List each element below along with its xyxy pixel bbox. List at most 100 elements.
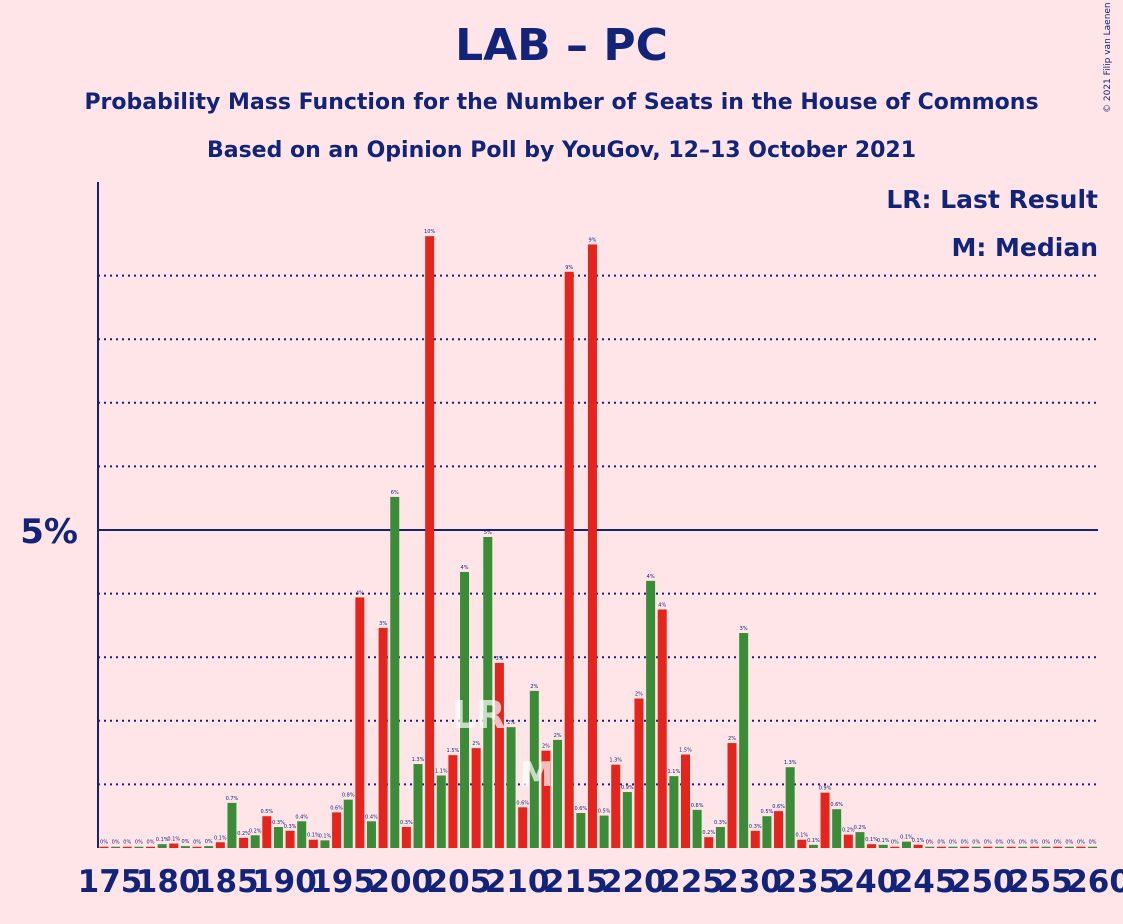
bar-seat-252 xyxy=(995,846,1005,848)
bar-value-label: 0% xyxy=(1007,840,1015,846)
median-marker: M xyxy=(519,755,553,795)
bar-seat-216 xyxy=(576,813,586,848)
bar-seat-249 xyxy=(960,846,970,848)
bar-value-label: 0% xyxy=(926,840,934,846)
bar-value-label: 0% xyxy=(937,840,945,846)
bar-value-label: 10% xyxy=(424,229,435,235)
bar-value-label: 9% xyxy=(588,237,596,243)
bar-value-label: 0.8% xyxy=(342,793,355,799)
bar-seat-239 xyxy=(843,834,853,848)
bar-seat-233 xyxy=(774,811,784,848)
bar-value-label: 0% xyxy=(972,840,980,846)
bar-value-label: 0.3% xyxy=(400,820,413,826)
bar-value-label: 2% xyxy=(530,684,538,690)
bar-value-label: 0.2% xyxy=(854,825,867,831)
bar-seat-203 xyxy=(425,236,435,849)
bar-value-label: 0% xyxy=(100,840,108,846)
bar-seat-198 xyxy=(366,821,376,848)
bar-value-label: 2% xyxy=(472,741,480,747)
bar-value-label: 9% xyxy=(565,265,573,271)
x-tick-label: 205 xyxy=(427,864,492,900)
bar-seat-183 xyxy=(192,846,202,848)
bar-seat-195 xyxy=(332,812,342,848)
bar-value-label: 0% xyxy=(1042,840,1050,846)
bar-value-label: 1.5% xyxy=(447,748,460,754)
bar-seat-228 xyxy=(715,827,725,848)
bar-value-label: 0.2% xyxy=(702,830,715,836)
bar-value-label: 0.5% xyxy=(761,809,774,815)
bar-value-label: 0.1% xyxy=(807,838,820,844)
x-tick-label: 245 xyxy=(892,864,957,900)
chart-subtitle-1: Probability Mass Function for the Number… xyxy=(84,90,1039,115)
bar-value-label: 0.9% xyxy=(819,786,832,792)
bar-value-label: 0% xyxy=(1077,840,1085,846)
bar-seat-181 xyxy=(169,843,179,848)
bar-seat-221 xyxy=(634,698,644,848)
bar-value-label: 0% xyxy=(1089,840,1097,846)
bar-seat-258 xyxy=(1064,846,1074,848)
bar-value-label: 0.1% xyxy=(307,833,320,839)
bar-value-label: 2% xyxy=(554,733,562,739)
bar-seat-182 xyxy=(180,846,190,848)
bar-value-label: 0.1% xyxy=(156,837,169,843)
bar-value-label: 0.1% xyxy=(912,838,925,844)
bar-value-label: 0% xyxy=(996,840,1004,846)
bar-seat-220 xyxy=(622,792,632,848)
bar-value-label: 0.1% xyxy=(167,837,180,843)
bar-value-label: 0.5% xyxy=(260,809,273,815)
x-tick-label: 225 xyxy=(659,864,724,900)
bar-seat-238 xyxy=(832,809,842,848)
bar-value-label: 4% xyxy=(647,574,655,580)
bar-value-label: 3% xyxy=(740,626,748,632)
bar-seat-191 xyxy=(285,830,295,848)
bar-value-label: 0.1% xyxy=(319,833,332,839)
bar-seat-199 xyxy=(378,627,388,848)
bar-seat-260 xyxy=(1088,846,1098,848)
x-tick-label: 235 xyxy=(775,864,840,900)
bar-seat-201 xyxy=(401,827,411,848)
bar-seat-236 xyxy=(808,844,818,848)
bar-seat-209 xyxy=(494,662,504,848)
bar-seat-180 xyxy=(157,844,167,848)
bar-value-label: 0% xyxy=(1019,840,1027,846)
bar-value-label: 1.3% xyxy=(412,757,425,763)
bar-seat-254 xyxy=(1018,846,1028,848)
bar-seat-184 xyxy=(204,846,214,848)
bar-seat-204 xyxy=(436,775,446,848)
bar-seat-225 xyxy=(681,754,690,848)
bar-seat-208 xyxy=(483,536,493,848)
x-tick-label: 175 xyxy=(78,864,143,900)
bar-value-label: 0% xyxy=(1054,840,1062,846)
x-tick-label: 255 xyxy=(1008,864,1073,900)
x-tick-label: 230 xyxy=(717,864,782,900)
bar-value-label: 0% xyxy=(135,840,143,846)
bar-value-label: 0.6% xyxy=(772,804,785,810)
bar-seat-207 xyxy=(471,748,481,848)
bar-seat-189 xyxy=(262,816,272,848)
bar-value-label: 0% xyxy=(123,840,131,846)
bar-seat-255 xyxy=(1029,846,1039,848)
bar-value-label: 0.2% xyxy=(237,831,250,837)
bar-value-label: 0.5% xyxy=(598,809,611,815)
x-tick-label: 260 xyxy=(1066,864,1123,900)
bar-value-label: 0% xyxy=(949,840,957,846)
bar-seat-246 xyxy=(925,846,935,848)
bar-seat-235 xyxy=(797,839,807,848)
bar-value-label: 0.1% xyxy=(795,833,808,839)
bar-value-label: 0.7% xyxy=(226,796,239,802)
bar-seat-256 xyxy=(1041,846,1051,848)
bar-seat-243 xyxy=(890,846,900,848)
bar-seat-237 xyxy=(820,792,830,848)
x-tick-label: 185 xyxy=(194,864,259,900)
bar-value-label: 0.6% xyxy=(830,802,843,808)
bar-seat-179 xyxy=(146,846,156,848)
bar-seat-200 xyxy=(390,496,400,848)
bar-seat-226 xyxy=(692,809,702,848)
x-tick-label: 250 xyxy=(950,864,1015,900)
bar-value-label: 0.1% xyxy=(214,835,227,841)
bar-value-label: 0.2% xyxy=(249,828,262,834)
bar-value-label: 0.6% xyxy=(574,806,587,812)
bar-seat-206 xyxy=(460,571,470,848)
bar-seat-205 xyxy=(448,755,458,848)
